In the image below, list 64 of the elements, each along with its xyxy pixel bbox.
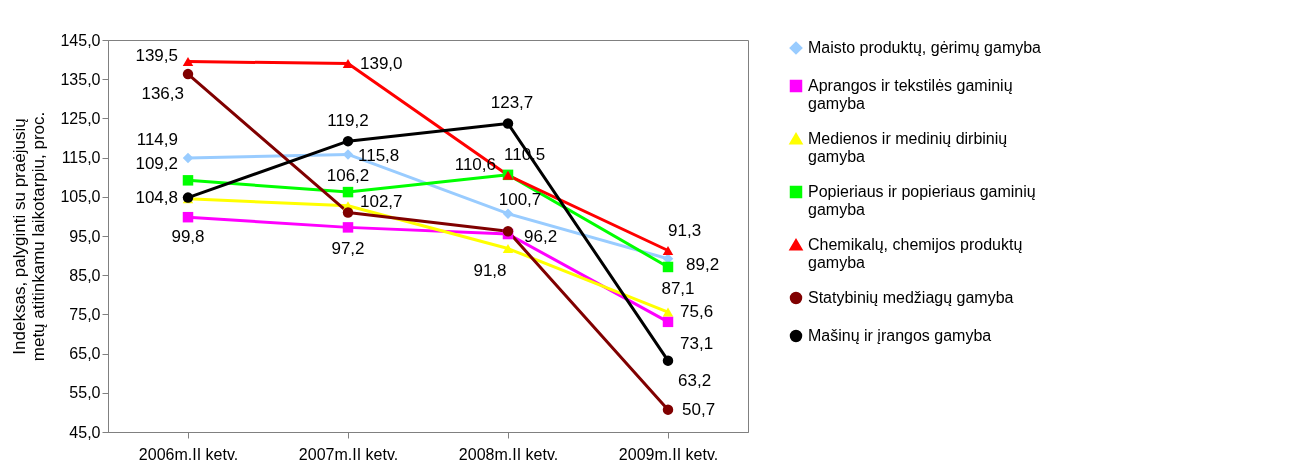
x-tick-label: 2007m.II ketv. — [298, 445, 399, 463]
point — [502, 244, 514, 254]
y-tick-label: 105,0 — [60, 188, 101, 206]
y-tick-label: 125,0 — [60, 109, 101, 127]
point — [342, 186, 354, 198]
y-tick-label: 55,0 — [69, 384, 101, 402]
data-label: 139,5 — [135, 45, 178, 65]
data-label: 139,0 — [360, 53, 403, 73]
point — [182, 175, 194, 186]
data-label: 110,6 — [454, 154, 496, 174]
data-label: 115,8 — [358, 146, 400, 166]
point — [662, 316, 674, 328]
data-label: 123,7 — [490, 93, 534, 113]
data-label: 63,2 — [678, 370, 712, 390]
y-tick-label: 65,0 — [69, 345, 101, 363]
point — [342, 135, 354, 147]
y-axis-title: Indeksas, palyginti su praėjusių metų atitinkamu laikotarpiu, proc. — [10, 111, 49, 362]
y-tick-label: 145,0 — [60, 31, 101, 49]
data-label: 91,8 — [473, 260, 507, 280]
data-label: 136,3 — [141, 84, 184, 104]
data-label: 89,2 — [686, 254, 720, 274]
point — [662, 355, 674, 366]
point — [502, 208, 514, 219]
y-tick-label: 45,0 — [69, 423, 101, 441]
point — [662, 245, 674, 256]
data-label: 100,7 — [498, 189, 542, 209]
legend-label: Chemikalų, chemijos produktų gamyba — [808, 236, 1023, 271]
data-label: 96,2 — [524, 227, 558, 247]
data-label: 87,1 — [661, 278, 695, 298]
data-label: 102,7 — [360, 191, 403, 211]
point — [662, 404, 674, 415]
legend-label: Mašinų ir įrangos gamyba — [808, 327, 992, 344]
point — [502, 118, 514, 129]
data-label: 99,8 — [171, 227, 205, 247]
y-tick-label: 115,0 — [61, 149, 101, 167]
legend-label: Popieriaus ir popieriaus gaminių gamyba — [808, 183, 1036, 218]
data-label: 91,3 — [668, 220, 702, 240]
point — [342, 207, 354, 218]
data-label: 109,2 — [135, 154, 178, 174]
x-tick-label: 2008m.II ketv. — [458, 445, 559, 463]
legend-label: Maisto produktų, gėrimų gamyba — [808, 39, 1042, 56]
y-tick-label: 85,0 — [69, 266, 101, 284]
point — [182, 211, 194, 223]
legend-label: Statybinių medžiagų gamyba — [808, 289, 1014, 306]
point — [342, 222, 354, 233]
data-label: 106,2 — [326, 166, 370, 186]
point — [182, 68, 194, 80]
x-tick-label: 2009m.II ketv. — [618, 445, 719, 463]
data-label: 119,2 — [327, 111, 369, 131]
legend-label: Medienos ir medinių dirbinių gamyba — [808, 130, 1008, 165]
point — [182, 57, 194, 67]
data-label: 50,7 — [682, 399, 716, 419]
data-label: 73,1 — [680, 333, 714, 353]
legend-label: Aprangos ir tekstilės gaminių gamyba — [808, 77, 1013, 112]
y-tick-label: 135,0 — [60, 70, 101, 88]
y-tick-label: 75,0 — [69, 305, 101, 323]
point — [662, 307, 674, 317]
data-label: 75,6 — [680, 302, 714, 322]
x-tick-label: 2006m.II ketv. — [138, 445, 239, 463]
y-tick-label: 95,0 — [69, 227, 101, 245]
point — [662, 261, 674, 273]
data-label: 114,9 — [136, 129, 178, 149]
data-label: 104,8 — [135, 187, 178, 207]
data-label: 97,2 — [331, 239, 365, 259]
